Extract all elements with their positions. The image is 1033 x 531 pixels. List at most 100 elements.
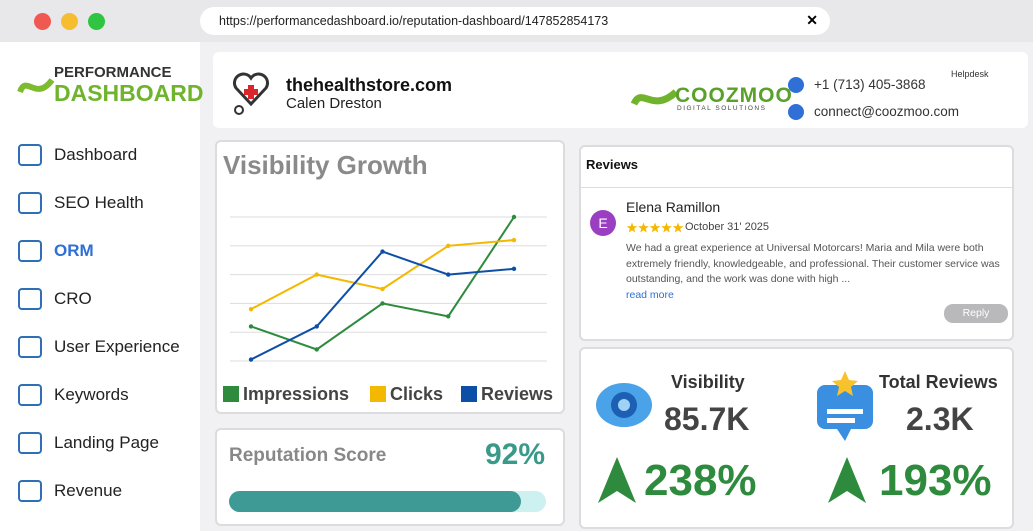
health-icon [233,72,269,115]
nav-item[interactable]: User Experience [18,336,180,358]
star [626,222,638,233]
star [638,222,649,233]
nav-icon [18,240,42,262]
reviews-card: Reviews E Elena Ramillon October 31' 202… [579,145,1014,341]
reply-button[interactable]: Reply [944,304,1008,323]
url-field[interactable]: https://performancedashboard.io/reputati… [200,7,830,35]
nav-item[interactable]: Landing Page [18,432,159,454]
stat-value: 2.3K [906,401,974,437]
max-dot[interactable] [88,13,105,30]
min-dot[interactable] [61,13,78,30]
phone[interactable]: +1 (713) 405-3868 [814,77,926,92]
divider [581,187,1012,188]
point [314,272,319,277]
chart-card: Visibility Growth Impressions Clicks Revie… [215,140,565,414]
site-name: thehealthstore.com [286,75,453,95]
stat-title: Total Reviews [879,372,998,392]
point [380,286,385,292]
nav-label: Revenue [54,481,123,500]
nav-icon [18,432,42,454]
stat-title: Visibility [671,372,745,392]
nav-label: ORM [54,241,94,260]
browser-bar: https://performancedashboard.io/reputati… [0,0,1033,42]
nav-icon [18,288,42,310]
avatar: E [590,210,616,236]
point [248,324,254,329]
close-dot[interactable] [34,13,51,30]
nav-item[interactable]: Revenue [18,480,122,502]
star [661,222,672,233]
logo-bottom: DASHBOARD [54,80,204,106]
nav-label: User Experience [54,337,180,356]
nav-icon [18,480,42,502]
stat-change: 238% [644,456,757,505]
nav-item[interactable]: SEO Health [18,192,144,214]
reviews-title: Reviews [586,157,639,172]
stats-card: Visibility 85.7K 238% Total Reviews 2.3K… [579,347,1014,529]
legend-swatch [370,386,386,402]
read-more[interactable]: read more [626,289,674,301]
point [248,306,254,312]
legend-swatch [461,386,477,402]
email[interactable]: connect@coozmoo.com [814,104,960,119]
nav-label: Keywords [54,385,129,404]
header-card: thehealthstore.com Calen Dreston COOZMOO… [213,52,1028,128]
star [649,222,661,233]
sidebar: PERFORMANCE DASHBOARD Dashboard SEO Healt… [0,42,204,531]
point [446,314,451,319]
brand-icon [630,89,679,106]
nav-label: SEO Health [54,193,144,212]
reply-label: Reply [962,307,990,319]
stat-value: 85.7K [664,401,750,437]
reviewer: Elena Ramillon [626,199,721,215]
score-bar [229,491,521,512]
rating [626,222,684,233]
brand: COOZMOO [675,84,793,107]
point [511,266,517,272]
nav-label: Dashboard [54,145,138,164]
eye-icon [596,383,652,427]
point [314,324,319,329]
up-arrow [828,457,866,503]
nav-item[interactable]: Keywords [18,384,129,406]
point [380,301,385,306]
nav-label: Landing Page [54,433,159,452]
legend-label: Impressions [243,384,350,404]
reputation-card: Reputation Score 92% [215,428,565,526]
logo-top: PERFORMANCE [54,64,172,81]
user-name: Calen Dreston [286,95,382,112]
nav-icon [18,192,42,214]
legend-label: Clicks [390,384,444,404]
line-chart [230,214,547,362]
nav-item[interactable]: CRO [18,288,92,310]
brand-tagline: DIGITAL SOLUTIONS [677,105,767,112]
legend-label: Reviews [481,384,554,404]
stat-change: 193% [879,456,992,505]
reputation-score: 92% [484,438,545,471]
stat-panel: Total Reviews 2.3K 193% [801,353,1011,525]
helpdesk[interactable]: Helpdesk [951,69,989,79]
legend-swatch [223,386,239,402]
nav-icon [18,144,42,166]
reviews-icon [817,371,873,441]
review-date: October 31' 2025 [685,221,770,233]
close-tab[interactable]: ✕ [806,12,818,28]
chart-title: Visibility Growth [223,150,428,180]
phone-icon [788,77,804,93]
nav-item[interactable]: Dashboard [18,144,137,166]
nav-label: CRO [54,289,92,308]
point [380,249,385,254]
point [511,237,517,243]
nav-icon [18,384,42,406]
point [511,214,517,220]
point [248,357,254,362]
nav-icon [18,336,42,358]
score-track [229,491,546,512]
nav-item[interactable]: ORM [18,240,94,262]
point [446,243,451,248]
reputation-title: Reputation Score [229,445,387,466]
point [314,347,319,352]
line-series [250,216,515,351]
